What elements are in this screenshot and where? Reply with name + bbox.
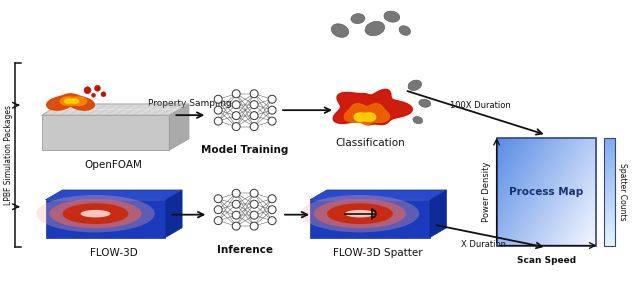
Circle shape bbox=[250, 211, 258, 219]
Circle shape bbox=[101, 92, 106, 97]
Polygon shape bbox=[310, 200, 430, 238]
Text: Spatter Counts: Spatter Counts bbox=[618, 163, 627, 220]
Circle shape bbox=[250, 189, 258, 197]
Text: Property Sampling: Property Sampling bbox=[148, 99, 232, 108]
Circle shape bbox=[250, 200, 258, 208]
Text: Model Training: Model Training bbox=[202, 145, 289, 155]
Circle shape bbox=[214, 195, 222, 203]
Polygon shape bbox=[344, 104, 390, 125]
Circle shape bbox=[268, 117, 276, 125]
Circle shape bbox=[232, 90, 240, 98]
Circle shape bbox=[232, 222, 240, 230]
Ellipse shape bbox=[327, 203, 393, 224]
Bar bbox=[604, 138, 615, 246]
Text: FLOW-3D: FLOW-3D bbox=[90, 248, 138, 258]
Circle shape bbox=[232, 101, 240, 109]
Polygon shape bbox=[42, 104, 189, 115]
Text: Power Density: Power Density bbox=[482, 161, 491, 222]
Circle shape bbox=[95, 85, 100, 91]
Ellipse shape bbox=[399, 26, 411, 35]
Ellipse shape bbox=[81, 210, 111, 218]
Ellipse shape bbox=[332, 24, 349, 37]
Ellipse shape bbox=[63, 203, 129, 224]
Circle shape bbox=[268, 195, 276, 203]
Circle shape bbox=[214, 95, 222, 103]
Polygon shape bbox=[310, 190, 447, 200]
Polygon shape bbox=[333, 89, 412, 125]
Text: OpenFOAM: OpenFOAM bbox=[84, 160, 142, 170]
Circle shape bbox=[268, 106, 276, 114]
Ellipse shape bbox=[384, 11, 400, 22]
Text: Classification: Classification bbox=[335, 138, 404, 148]
Ellipse shape bbox=[36, 195, 155, 232]
Ellipse shape bbox=[351, 14, 365, 24]
Ellipse shape bbox=[345, 210, 375, 218]
Text: Process Map: Process Map bbox=[509, 187, 584, 197]
Circle shape bbox=[250, 101, 258, 109]
Polygon shape bbox=[47, 94, 94, 110]
Circle shape bbox=[232, 189, 240, 197]
Circle shape bbox=[250, 112, 258, 120]
Polygon shape bbox=[60, 97, 86, 105]
Text: FLOW-3D Spatter: FLOW-3D Spatter bbox=[333, 248, 422, 258]
Polygon shape bbox=[170, 104, 189, 150]
Circle shape bbox=[232, 112, 240, 120]
Text: Inference: Inference bbox=[217, 244, 273, 255]
Ellipse shape bbox=[49, 199, 141, 228]
Circle shape bbox=[250, 222, 258, 230]
Circle shape bbox=[268, 217, 276, 225]
Ellipse shape bbox=[301, 195, 419, 232]
Ellipse shape bbox=[419, 99, 431, 107]
Circle shape bbox=[232, 211, 240, 219]
Ellipse shape bbox=[408, 80, 422, 91]
Polygon shape bbox=[45, 200, 165, 238]
Circle shape bbox=[232, 200, 240, 208]
Ellipse shape bbox=[314, 199, 406, 228]
Ellipse shape bbox=[413, 117, 422, 124]
Circle shape bbox=[232, 123, 240, 131]
Circle shape bbox=[214, 106, 222, 114]
Text: Scan Speed: Scan Speed bbox=[517, 256, 576, 265]
Circle shape bbox=[268, 95, 276, 103]
Polygon shape bbox=[354, 113, 376, 121]
Circle shape bbox=[268, 206, 276, 214]
Text: X Duration: X Duration bbox=[461, 239, 506, 248]
Polygon shape bbox=[430, 190, 447, 238]
Polygon shape bbox=[42, 115, 170, 150]
Circle shape bbox=[92, 93, 95, 97]
Circle shape bbox=[214, 217, 222, 225]
Bar bbox=[497, 138, 596, 246]
Circle shape bbox=[84, 87, 91, 94]
Text: 100X Duration: 100X Duration bbox=[451, 101, 511, 110]
Text: LPBF Simulation Packages: LPBF Simulation Packages bbox=[4, 105, 13, 205]
Polygon shape bbox=[165, 190, 182, 238]
Circle shape bbox=[214, 206, 222, 214]
Circle shape bbox=[214, 117, 222, 125]
Circle shape bbox=[250, 90, 258, 98]
Circle shape bbox=[250, 123, 258, 131]
Polygon shape bbox=[65, 99, 79, 103]
Ellipse shape bbox=[365, 21, 385, 36]
Polygon shape bbox=[45, 190, 182, 200]
